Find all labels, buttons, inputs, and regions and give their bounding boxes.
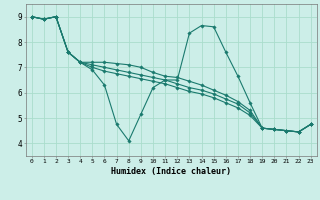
X-axis label: Humidex (Indice chaleur): Humidex (Indice chaleur) (111, 167, 231, 176)
